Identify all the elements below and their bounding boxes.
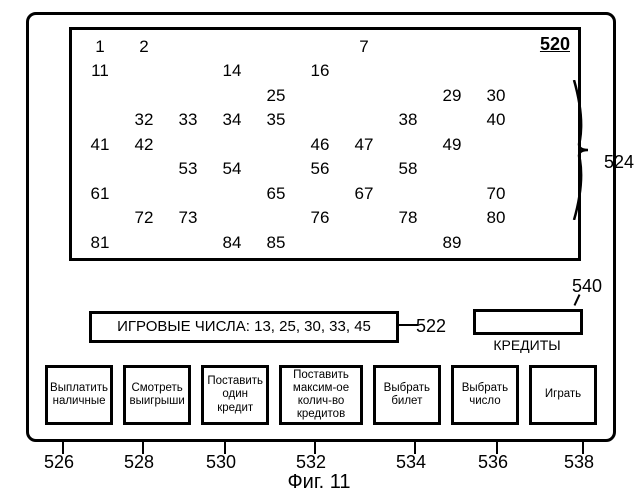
select-number-button[interactable]: Выбрать число xyxy=(451,365,519,425)
board-number[interactable]: 58 xyxy=(386,156,430,180)
game-numbers-label: ИГРОВЫЕ ЧИСЛА: xyxy=(117,318,250,335)
ref-524: 524 xyxy=(604,152,634,173)
lead-line xyxy=(314,442,316,454)
board-number[interactable]: 73 xyxy=(166,205,210,229)
board-number[interactable]: 89 xyxy=(430,230,474,254)
board-number[interactable]: 30 xyxy=(474,83,518,107)
lead-line xyxy=(496,442,498,454)
board-number[interactable]: 7 xyxy=(342,34,386,58)
board-number[interactable]: 25 xyxy=(254,83,298,107)
bet-one-button[interactable]: Поставить один кредит xyxy=(201,365,269,425)
game-numbers-values: 13, 25, 30, 33, 45 xyxy=(254,318,371,335)
brace-524 xyxy=(570,80,592,220)
screen-frame: 520 12 7 11 14 1625 2930 32333435 38 40 4142 4647 4… xyxy=(26,12,616,442)
board-number[interactable]: 1 xyxy=(78,34,122,58)
game-numbers-box: ИГРОВЫЕ ЧИСЛА: 13, 25, 30, 33, 45 xyxy=(89,311,399,343)
keno-board: 520 12 7 11 14 1625 2930 32333435 38 40 4142 4647 4… xyxy=(69,27,581,261)
ref-532: 532 xyxy=(296,452,326,473)
board-number[interactable]: 80 xyxy=(474,205,518,229)
board-number[interactable]: 67 xyxy=(342,181,386,205)
ref-540: 540 xyxy=(572,276,602,297)
view-wins-button[interactable]: Смотреть выигрыши xyxy=(123,365,191,425)
board-number[interactable]: 29 xyxy=(430,83,474,107)
board-number[interactable]: 72 xyxy=(122,205,166,229)
board-number[interactable]: 84 xyxy=(210,230,254,254)
lead-line xyxy=(582,442,584,454)
bet-max-button[interactable]: Поставить максим-ое колич-во кредитов xyxy=(279,365,363,425)
board-number[interactable]: 70 xyxy=(474,181,518,205)
credits-box xyxy=(473,309,583,335)
ref-530: 530 xyxy=(206,452,236,473)
ref-538: 538 xyxy=(564,452,594,473)
ref-526: 526 xyxy=(44,452,74,473)
board-number[interactable]: 35 xyxy=(254,107,298,131)
lead-line xyxy=(62,442,64,454)
board-number[interactable]: 78 xyxy=(386,205,430,229)
payout-cash-button[interactable]: Выплатить наличные xyxy=(45,365,113,425)
board-number[interactable]: 81 xyxy=(78,230,122,254)
board-number[interactable]: 47 xyxy=(342,132,386,156)
board-number[interactable]: 2 xyxy=(122,34,166,58)
board-number[interactable]: 40 xyxy=(474,107,518,131)
board-number[interactable]: 54 xyxy=(210,156,254,180)
lead-line xyxy=(142,442,144,454)
board-number[interactable]: 42 xyxy=(122,132,166,156)
ref-528: 528 xyxy=(124,452,154,473)
lead-line xyxy=(414,442,416,454)
ref-520: 520 xyxy=(540,34,570,55)
lead-line xyxy=(398,324,418,326)
credits-label: КРЕДИТЫ xyxy=(477,337,577,353)
ref-536: 536 xyxy=(478,452,508,473)
board-number[interactable]: 76 xyxy=(298,205,342,229)
board-number[interactable]: 46 xyxy=(298,132,342,156)
figure-caption: Фиг. 11 xyxy=(0,471,638,494)
button-row: Выплатить наличныеСмотреть выигрышиПоста… xyxy=(45,365,597,425)
select-ticket-button[interactable]: Выбрать билет xyxy=(373,365,441,425)
board-number[interactable]: 32 xyxy=(122,107,166,131)
board-number[interactable]: 85 xyxy=(254,230,298,254)
board-number[interactable]: 61 xyxy=(78,181,122,205)
play-button[interactable]: Играть xyxy=(529,365,597,425)
board-number[interactable]: 34 xyxy=(210,107,254,131)
ref-534: 534 xyxy=(396,452,426,473)
board-number[interactable]: 65 xyxy=(254,181,298,205)
board-number[interactable]: 53 xyxy=(166,156,210,180)
lead-line xyxy=(224,442,226,454)
board-number[interactable]: 49 xyxy=(430,132,474,156)
board-number[interactable]: 16 xyxy=(298,58,342,82)
board-number[interactable]: 38 xyxy=(386,107,430,131)
board-number[interactable]: 33 xyxy=(166,107,210,131)
board-number[interactable]: 11 xyxy=(78,58,122,82)
ref-522: 522 xyxy=(416,316,446,337)
board-number[interactable]: 41 xyxy=(78,132,122,156)
board-number[interactable]: 56 xyxy=(298,156,342,180)
board-number[interactable]: 14 xyxy=(210,58,254,82)
number-grid: 1271114162529303233343538404142464749535… xyxy=(78,34,518,254)
